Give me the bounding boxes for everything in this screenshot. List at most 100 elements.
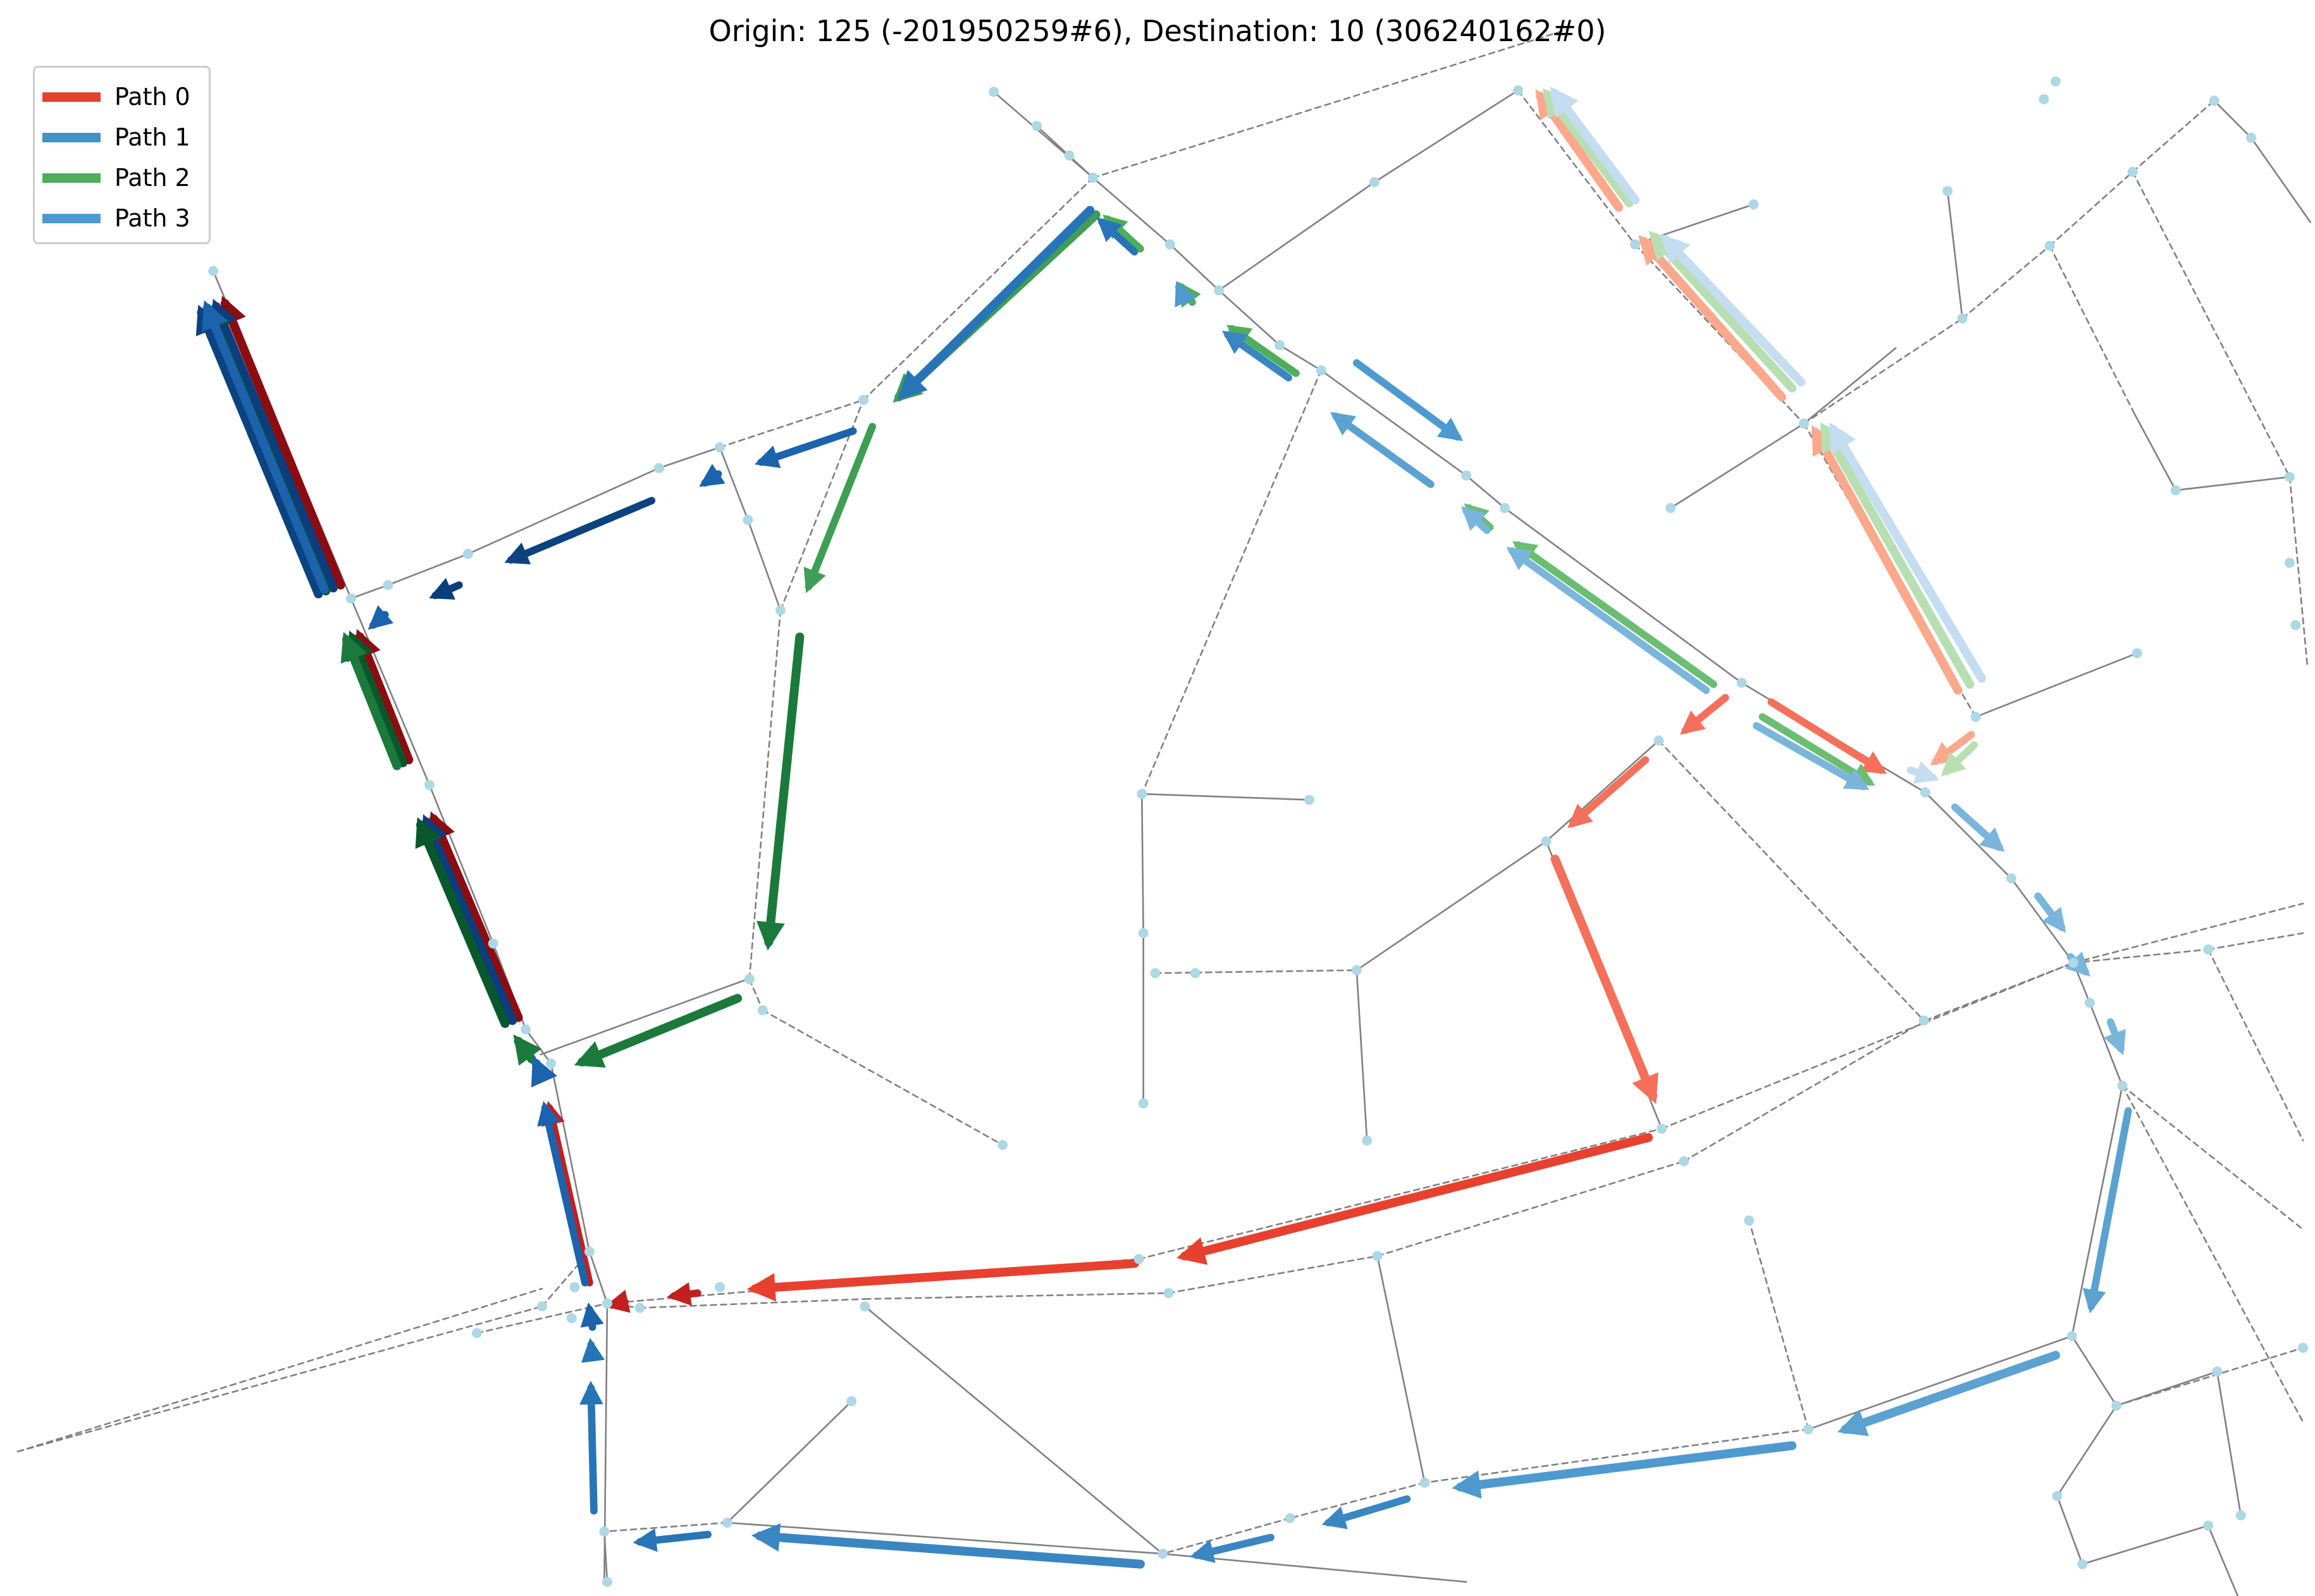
road-dashed (2049, 171, 2134, 247)
path-arrow (1176, 1133, 1653, 1265)
junction-node (1133, 1254, 1144, 1265)
junction-node (472, 1328, 482, 1339)
junction-node (1630, 239, 1640, 250)
junction-node (1163, 1288, 1174, 1299)
legend-item-path-0: Path 0 (42, 80, 190, 113)
junction-node (462, 548, 473, 559)
junction-node (2170, 485, 2181, 495)
path-arrow (1096, 217, 1139, 256)
road-dashed (862, 176, 1094, 401)
road-segment (550, 1062, 591, 1253)
junction-node (345, 593, 356, 603)
path-arrow (347, 630, 407, 767)
path-arrow (1660, 233, 1806, 387)
junction-node (599, 1526, 610, 1537)
legend-swatch-path-1 (42, 132, 101, 142)
junction-node (1362, 1135, 1373, 1146)
junction-node (846, 1396, 857, 1407)
path-arrow (421, 814, 517, 1025)
road-segment (1946, 190, 1963, 319)
path-arrow (2104, 1018, 2126, 1056)
junction-node (1369, 177, 1380, 187)
road-segment (1465, 474, 1506, 509)
junction-node (1158, 1549, 1168, 1559)
road-dashed (1161, 1517, 1291, 1555)
junction-node (1150, 968, 1161, 979)
junction-node (1653, 735, 1664, 746)
junction-node (2290, 620, 2301, 631)
road-segment (1803, 347, 1897, 424)
junction-node (488, 938, 498, 949)
road-segment (467, 467, 660, 555)
road-segment (350, 584, 389, 600)
path-arrow (1753, 722, 1870, 791)
junction-nodes (208, 76, 2308, 1587)
road-dashed (1138, 1127, 1663, 1260)
road-segment (864, 1305, 1164, 1555)
junction-node (2111, 1401, 2121, 1411)
path-arrow (579, 1380, 603, 1515)
road-segment (2213, 99, 2252, 139)
road-segment (1140, 793, 1311, 801)
road-segment (1924, 791, 2013, 879)
road-segment (1169, 244, 1220, 292)
junction-node (2132, 648, 2142, 659)
road-segment (747, 519, 782, 611)
road-segment (726, 1400, 853, 1524)
path-arrow (1542, 88, 1634, 207)
junction-node (1736, 677, 1747, 688)
road-segment (540, 978, 749, 1056)
junction-node (743, 514, 753, 525)
road-dashed (762, 1009, 1004, 1146)
road-segment (1161, 1552, 1467, 1583)
junction-node (2006, 873, 2016, 884)
road-segment (2175, 476, 2291, 492)
road-segment (2250, 137, 2312, 223)
path-arrow (1648, 230, 1797, 393)
junction-node (569, 1282, 580, 1292)
junction-node (1513, 85, 1523, 96)
junction-node (744, 974, 755, 984)
path-arrow (633, 1528, 712, 1552)
path-arrow (1221, 330, 1292, 381)
path-arrow (1352, 359, 1464, 442)
junction-node (2298, 1342, 2308, 1353)
path-arrow (1175, 280, 1197, 307)
legend: Path 0 Path 1 Path 2 Path 3 (33, 66, 211, 244)
junction-node (1665, 503, 1676, 514)
road-segment (2056, 1404, 2118, 1497)
road-segment (658, 446, 721, 469)
road-dashed (2132, 99, 2215, 173)
path-arrow (429, 578, 463, 600)
path-arrow (415, 817, 510, 1029)
path-arrow (1906, 761, 1940, 784)
junction-node (1657, 1123, 1667, 1134)
path-arrow (2082, 1107, 2132, 1314)
road-dashed (639, 1298, 866, 1309)
road-dashed (1376, 1160, 1685, 1257)
junction-node (715, 442, 725, 453)
junction-node (1138, 928, 1149, 939)
road-segment (1320, 369, 1467, 476)
junction-node (1679, 1156, 1689, 1166)
road-dashed (2207, 948, 2304, 1142)
junction-node (634, 1302, 645, 1313)
road-dashed (2072, 903, 2304, 964)
junction-node (1372, 1251, 1383, 1261)
road-dashed (2121, 1085, 2304, 1230)
junction-node (715, 1282, 725, 1292)
road-dashed (16, 1305, 543, 1452)
road-dashed (2121, 1085, 2304, 1423)
road-segment (2081, 1525, 2209, 1565)
junction-node (1137, 789, 1147, 800)
junction-node (2246, 132, 2257, 143)
junction-node (989, 87, 999, 97)
road-segment (1355, 840, 1547, 971)
junction-node (2127, 166, 2138, 177)
path-arrow (751, 1523, 1145, 1569)
road-dashed (2115, 1347, 2304, 1407)
junction-node (424, 780, 435, 790)
road-segment (2133, 412, 2176, 492)
path-arrow (1638, 235, 1786, 402)
junction-node (1285, 1513, 1295, 1523)
